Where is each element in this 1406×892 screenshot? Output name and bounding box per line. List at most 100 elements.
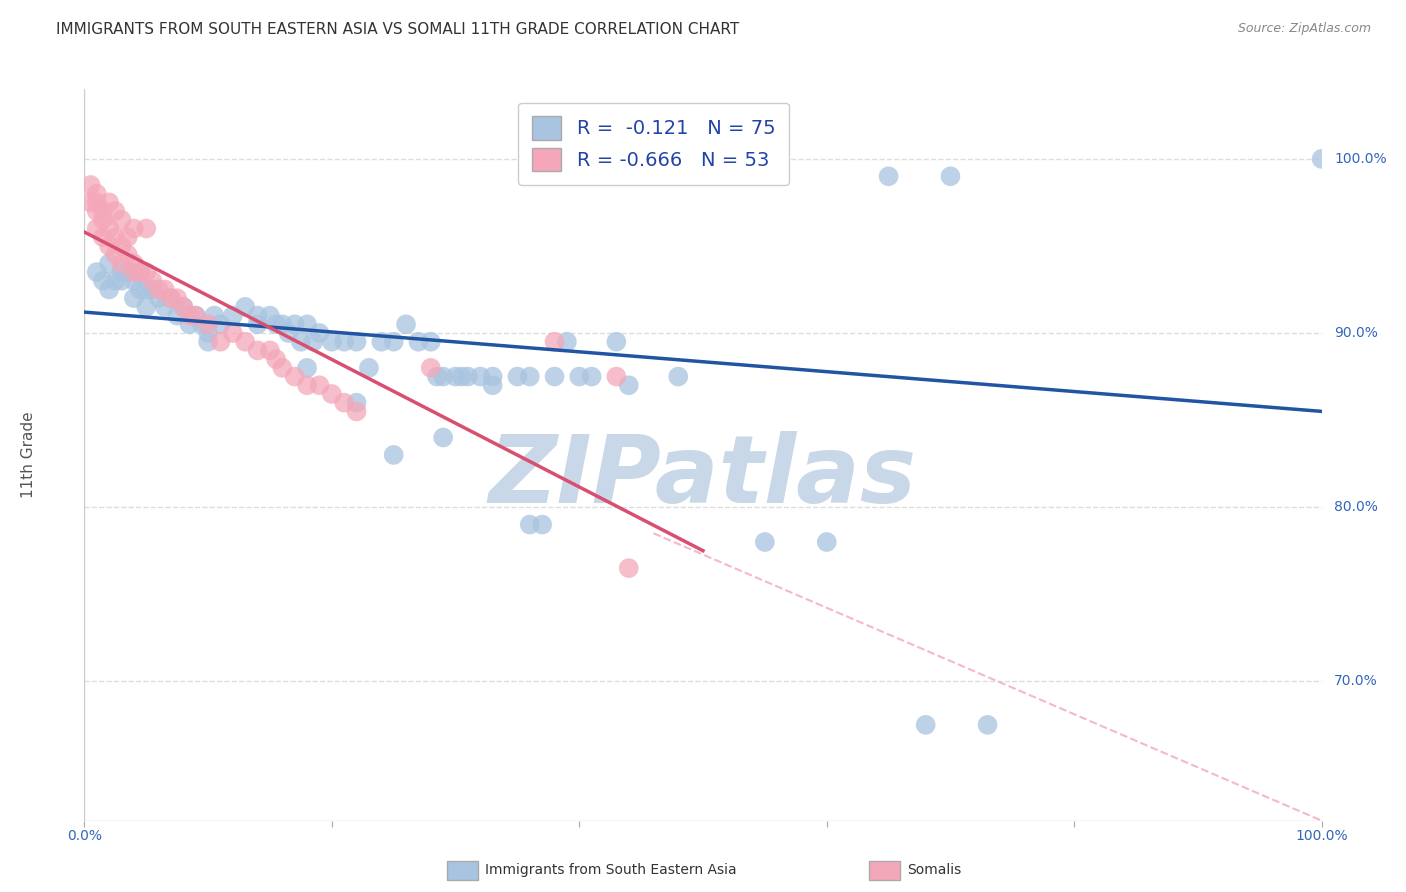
Point — [179, 318, 201, 332]
Text: ZIPatlas: ZIPatlas — [489, 431, 917, 523]
Text: 100.0%: 100.0% — [1295, 830, 1348, 843]
Point — [346, 334, 368, 349]
Point — [419, 334, 441, 349]
Point — [172, 300, 194, 314]
Point — [86, 195, 108, 210]
Point — [246, 318, 269, 332]
Point — [1310, 152, 1333, 166]
Point — [277, 326, 299, 340]
Point — [202, 309, 225, 323]
Point — [264, 318, 287, 332]
Point — [605, 369, 627, 384]
Text: 80.0%: 80.0% — [1334, 500, 1378, 514]
Point — [122, 274, 145, 288]
Point — [976, 718, 998, 732]
Point — [184, 309, 207, 323]
Point — [98, 239, 121, 253]
Point — [122, 291, 145, 305]
Point — [184, 309, 207, 323]
Point — [370, 334, 392, 349]
Point — [129, 265, 152, 279]
Point — [408, 334, 430, 349]
Point — [129, 283, 152, 297]
Point — [233, 300, 256, 314]
Point — [110, 274, 132, 288]
Point — [222, 326, 245, 340]
Point — [617, 378, 640, 392]
Text: 70.0%: 70.0% — [1334, 674, 1378, 689]
Point — [91, 204, 114, 219]
Point — [98, 283, 121, 297]
Point — [160, 291, 183, 305]
Point — [98, 256, 121, 270]
Point — [419, 360, 441, 375]
Point — [246, 309, 269, 323]
Point — [259, 309, 281, 323]
Legend: R =  -0.121   N = 75, R = -0.666   N = 53: R = -0.121 N = 75, R = -0.666 N = 53 — [519, 103, 789, 185]
Point — [91, 230, 114, 244]
Point — [209, 334, 232, 349]
Point — [110, 256, 132, 270]
Point — [666, 369, 689, 384]
Point — [246, 343, 269, 358]
Point — [617, 561, 640, 575]
Point — [531, 517, 554, 532]
Point — [302, 334, 325, 349]
Point — [86, 186, 108, 201]
Point — [191, 318, 214, 332]
Point — [259, 343, 281, 358]
Point — [110, 239, 132, 253]
Point — [135, 300, 157, 314]
Point — [295, 318, 318, 332]
Point — [110, 212, 132, 227]
Point — [233, 334, 256, 349]
Point — [148, 291, 170, 305]
Point — [357, 360, 380, 375]
Point — [148, 283, 170, 297]
Point — [197, 318, 219, 332]
Point — [271, 318, 294, 332]
Point — [382, 448, 405, 462]
Point — [135, 283, 157, 297]
Point — [519, 369, 541, 384]
Point — [104, 204, 127, 219]
Point — [568, 369, 591, 384]
Point — [153, 300, 176, 314]
Text: Immigrants from South Eastern Asia: Immigrants from South Eastern Asia — [485, 863, 737, 877]
Point — [555, 334, 578, 349]
Point — [295, 378, 318, 392]
Point — [129, 265, 152, 279]
Point — [605, 334, 627, 349]
Point — [284, 318, 307, 332]
Point — [543, 369, 565, 384]
Point — [222, 309, 245, 323]
Point — [914, 718, 936, 732]
Text: 100.0%: 100.0% — [1334, 152, 1386, 166]
Point — [321, 334, 343, 349]
Point — [382, 334, 405, 349]
Text: Source: ZipAtlas.com: Source: ZipAtlas.com — [1237, 22, 1371, 36]
Point — [91, 212, 114, 227]
Point — [179, 309, 201, 323]
Point — [815, 535, 838, 549]
Point — [104, 247, 127, 261]
Point — [91, 274, 114, 288]
Point — [939, 169, 962, 184]
Point — [395, 318, 418, 332]
Point — [321, 387, 343, 401]
Point — [122, 265, 145, 279]
Point — [543, 334, 565, 349]
Text: 0.0%: 0.0% — [67, 830, 101, 843]
Point — [754, 535, 776, 549]
Point — [457, 369, 479, 384]
Text: Somalis: Somalis — [907, 863, 962, 877]
Point — [122, 221, 145, 235]
Point — [104, 274, 127, 288]
Point — [117, 265, 139, 279]
Text: 11th Grade: 11th Grade — [21, 411, 37, 499]
Text: IMMIGRANTS FROM SOUTH EASTERN ASIA VS SOMALI 11TH GRADE CORRELATION CHART: IMMIGRANTS FROM SOUTH EASTERN ASIA VS SO… — [56, 22, 740, 37]
Point — [432, 369, 454, 384]
Point — [290, 334, 312, 349]
Point — [98, 221, 121, 235]
Point — [135, 221, 157, 235]
